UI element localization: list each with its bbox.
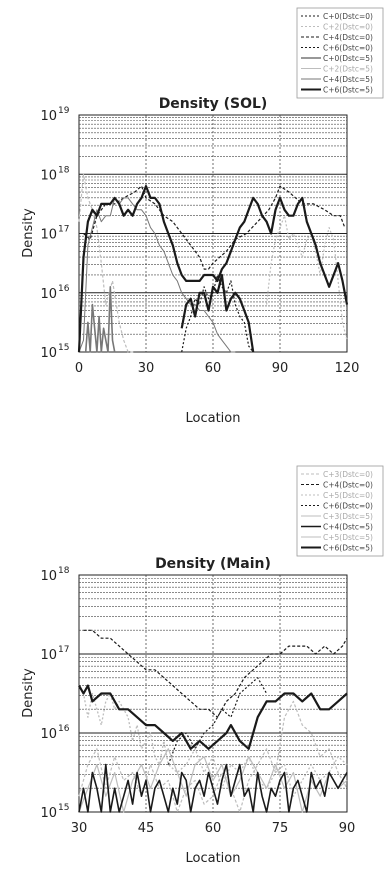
legend-sol: C+0(Dstc=0) C+2(Dstc=0)C+4(Dstc=0) C+6(Dst… [296,7,384,99]
grid-main [79,575,347,812]
legend-label: C+5(Dstc=0) [323,491,373,500]
y-tick-exponent: 16 [58,724,70,734]
series-sol [77,173,349,353]
y-tick-exponent: 17 [58,225,69,235]
chart-density-sol: Density (SOL) Location Density 0 30 60 90 12… [21,7,384,426]
series-main [78,629,348,813]
legend-label: C+6(Dstc=5) [323,86,373,95]
y-tick-exponent: 18 [58,566,70,576]
series-line [266,215,348,341]
x-tick-label: 30 [71,821,88,836]
y-tick-label: 10 [40,727,57,742]
series-line [78,684,348,750]
series-line [78,173,135,353]
series-line [78,685,348,797]
x-ticks-sol: 0 30 60 90 120 [75,361,360,376]
legend-label: C+0(Dstc=0) [323,12,373,21]
series-line [180,273,255,353]
legend-label: C+5(Dstc=5) [323,533,373,542]
legend-label: C+0(Dstc=5) [323,54,373,63]
y-tick-exponent: 17 [58,645,69,655]
y-tick-exponent: 15 [58,343,69,353]
x-tick-label: 30 [138,361,155,376]
chart-title-sol: Density (SOL) [159,96,268,112]
legend-label: C+3(Dstc=5) [323,512,373,521]
legend-label: C+6(Dstc=5) [323,544,373,553]
legend-label: C+2(Dstc=0) [323,23,373,32]
x-axis-label-sol: Location [186,411,241,426]
x-ticks-main: 30 45 60 75 90 [71,821,356,836]
legend-label: C+6(Dstc=0) [323,44,373,53]
y-tick-label: 10 [40,648,57,663]
x-tick-label: 90 [272,361,289,376]
legend-label: C+2(Dstc=5) [323,65,373,74]
legend-label: C+4(Dstc=5) [323,75,373,84]
y-tick-exponent: 19 [58,106,70,116]
y-axis-label-sol: Density [21,208,36,258]
series-line [78,763,348,813]
series-line [83,629,348,718]
series-line [78,748,348,813]
y-tick-label: 10 [40,346,57,361]
x-tick-label: 60 [205,361,222,376]
y-tick-label: 10 [40,109,57,124]
x-tick-label: 60 [205,821,222,836]
y-tick-exponent: 15 [58,803,69,813]
legend-box [296,465,384,557]
y-tick-label: 10 [40,806,57,821]
x-tick-label: 120 [335,361,360,376]
y-axis-label-main: Density [21,668,36,718]
x-tick-label: 0 [75,361,83,376]
y-tick-label: 10 [40,287,57,302]
y-tick-label: 10 [40,228,57,243]
legend-main: C+3(Dstc=0) C+4(Dstc=0)C+5(Dstc=0) C+6(Dst… [296,465,384,557]
y-tick-label: 10 [40,569,57,584]
series-line [78,700,348,813]
series-line [84,285,116,353]
x-tick-label: 75 [272,821,289,836]
x-tick-label: 90 [339,821,356,836]
legend-label: C+6(Dstc=0) [323,502,373,511]
legend-label: C+4(Dstc=5) [323,523,373,532]
series-line [78,197,236,353]
y-tick-label: 10 [40,168,57,183]
y-tick-exponent: 16 [58,284,70,294]
x-axis-label-main: Location [186,851,241,866]
series-line [77,185,349,353]
x-tick-label: 45 [138,821,155,836]
legend-label: C+3(Dstc=0) [323,470,373,479]
chart-density-main: Density (Main) Location Density 30 45 60 75… [21,465,384,866]
legend-label: C+4(Dstc=0) [323,33,373,42]
legend-label: C+4(Dstc=0) [323,481,373,490]
y-tick-exponent: 18 [58,165,70,175]
legend-box [296,7,384,99]
chart-title-main: Density (Main) [155,556,271,572]
